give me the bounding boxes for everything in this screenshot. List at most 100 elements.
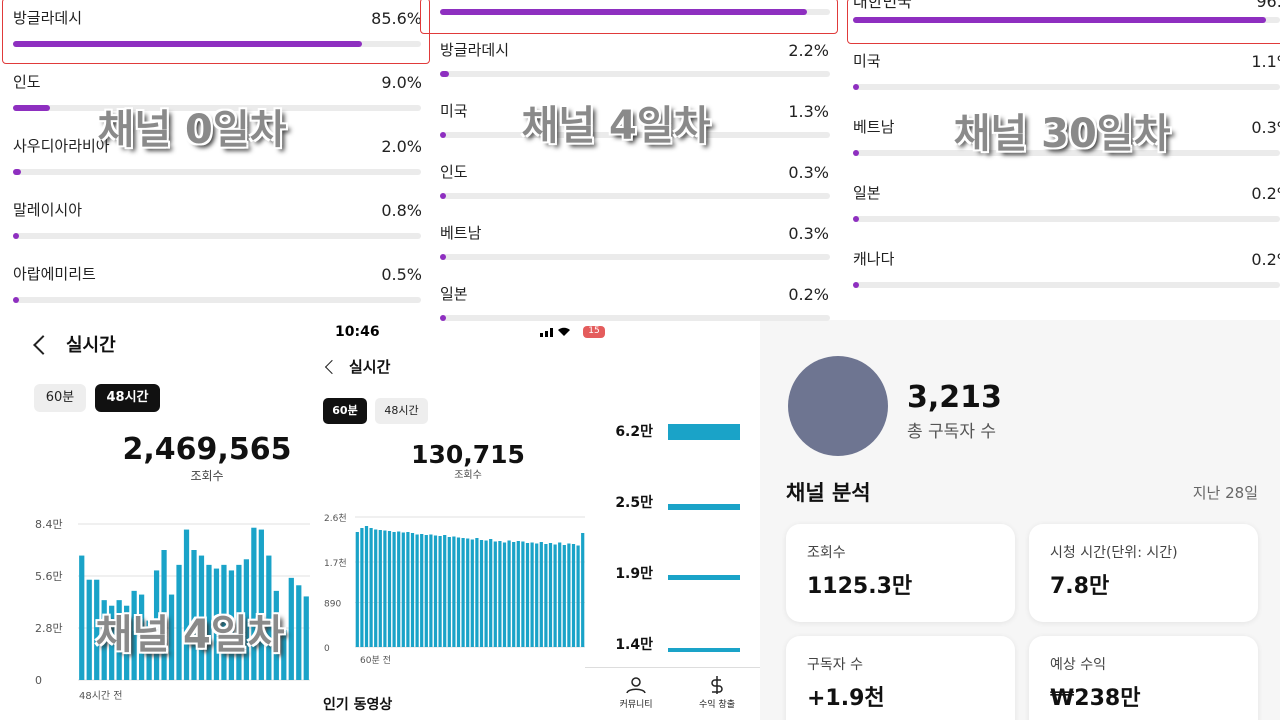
metric-card[interactable] [1029, 636, 1258, 720]
nav-item[interactable]: 수익 창출 [699, 700, 735, 710]
sparkline [668, 504, 740, 510]
x-axis-label: 48시간 전 [79, 691, 123, 702]
overlay-caption: 채널 0일차 [97, 107, 287, 153]
y-tick-label: 5.6만 [35, 570, 63, 583]
bar [401, 532, 405, 647]
country-percent: 2.0% [381, 137, 422, 156]
nav-item[interactable]: 커뮤니티 [619, 700, 653, 710]
bar [266, 555, 272, 680]
country-name: 말레이시아 [13, 201, 83, 219]
bar-track [440, 132, 830, 138]
country-percent: 96.7 [1256, 0, 1280, 11]
bar-fill [13, 233, 19, 239]
status-icons [540, 326, 605, 338]
metric-label: 시청 시간(단위: 시간) [1050, 545, 1178, 561]
metric-card[interactable] [786, 636, 1015, 720]
bar [374, 529, 378, 647]
bar [243, 559, 250, 680]
avatar [788, 356, 888, 456]
bar [521, 541, 525, 647]
tab[interactable]: 48시간 [375, 398, 428, 424]
bar [360, 528, 364, 647]
bar [94, 579, 100, 680]
y-tick-label: 8.4만 [35, 518, 63, 531]
y-tick-label: 0 [35, 674, 42, 687]
bar [258, 529, 264, 680]
bar [228, 570, 235, 680]
country-name: 방글라데시 [13, 9, 83, 27]
bar [101, 600, 107, 680]
bar [138, 594, 145, 680]
country-name: 베트남 [853, 118, 895, 136]
country-name: 베트남 [440, 224, 482, 242]
bar [530, 542, 534, 647]
bar-fill [853, 150, 859, 156]
bar-fill [853, 17, 1266, 23]
bar [251, 527, 257, 680]
total-label: 조회수 [454, 470, 482, 481]
metric-value: ₩238만 [1050, 686, 1141, 711]
country-percent: 85.6% [371, 9, 422, 28]
bar [397, 531, 401, 647]
bar-track [13, 169, 421, 175]
bar [475, 538, 479, 647]
country-percent: 0.3% [1251, 118, 1280, 137]
bar-track [853, 150, 1280, 156]
bar [535, 543, 539, 647]
section-title: 채널 분석 [786, 481, 871, 505]
bar [512, 542, 516, 647]
bar [544, 544, 548, 647]
bar-track [13, 297, 421, 303]
overlay-caption: 채널 4일차 [521, 103, 711, 149]
bar [406, 532, 410, 647]
country-percent: 0.2% [1251, 184, 1280, 203]
country-name: 캐나다 [853, 250, 895, 268]
bar [281, 629, 287, 680]
tab[interactable]: 60분 [34, 384, 86, 412]
country-percent: 0.5% [381, 265, 422, 284]
bar [516, 541, 520, 647]
bar-fill [440, 315, 446, 321]
bar [456, 537, 461, 647]
country-name: 미국 [440, 102, 468, 120]
bar [198, 555, 205, 680]
bar [392, 532, 396, 647]
bar [288, 577, 294, 680]
video-views: 1.4만 [615, 637, 653, 653]
bar [443, 535, 447, 647]
metric-card[interactable] [786, 524, 1015, 622]
metric-card[interactable] [1029, 524, 1258, 622]
page-title: 실시간 [349, 358, 391, 376]
bar [355, 532, 359, 647]
bar [296, 585, 302, 680]
country-name: 방글라데시 [440, 41, 510, 59]
x-axis-label: 60분 전 [360, 656, 391, 666]
bar [581, 533, 585, 647]
period: 지난 28일 [1192, 484, 1258, 502]
country-percent: 2.2% [788, 41, 829, 60]
total-views: 2,469,565 [122, 432, 292, 467]
country-percent: 9.0% [381, 73, 422, 92]
y-tick-label: 890 [324, 600, 341, 610]
country-percent: 1.1% [1251, 52, 1280, 71]
bar [116, 600, 122, 680]
tab-selected[interactable]: 60분 [323, 398, 367, 424]
bar [369, 528, 373, 647]
bar [146, 620, 152, 680]
bar [466, 538, 470, 647]
bar-fill [440, 193, 446, 199]
video-views: 6.2만 [615, 424, 653, 440]
bar [213, 568, 220, 680]
y-tick-label: 2.6천 [324, 513, 347, 524]
bar [410, 533, 415, 647]
bar [438, 536, 442, 647]
video-list-bg [585, 320, 760, 720]
country-name: 인도 [13, 73, 41, 91]
tab-selected[interactable]: 48시간 [95, 384, 160, 412]
bar [576, 545, 580, 647]
y-tick-label: 0 [324, 644, 330, 654]
bar-fill [853, 216, 859, 222]
bar [558, 542, 562, 647]
country-name: 대한민국 [853, 0, 912, 11]
